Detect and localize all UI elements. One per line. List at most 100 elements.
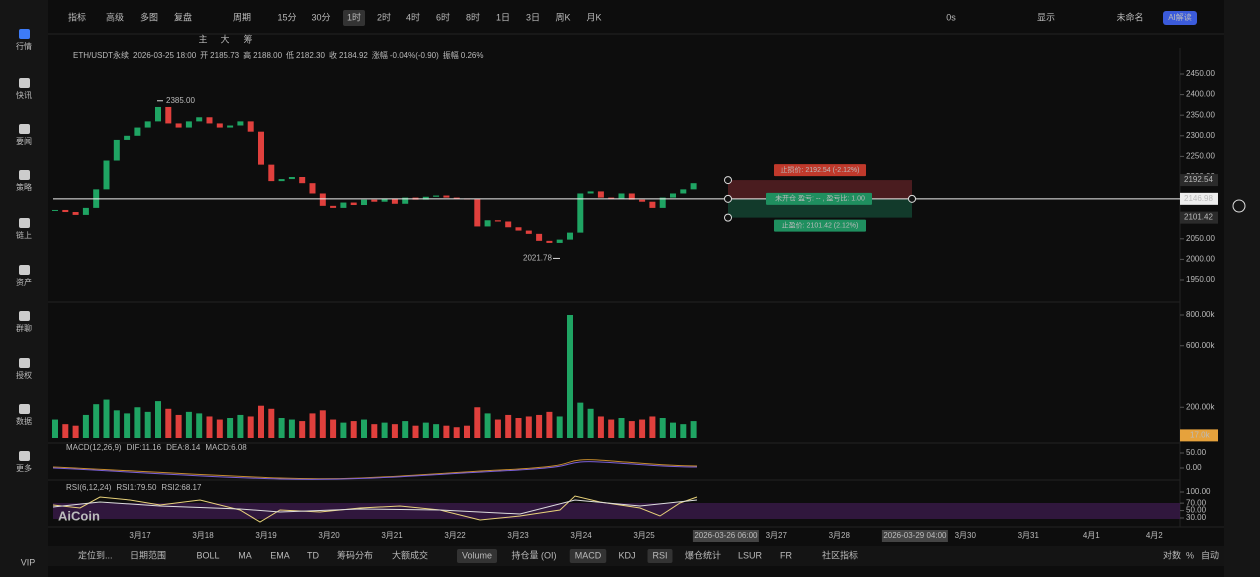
period-button[interactable]: 30分 xyxy=(311,12,330,22)
toolbar-button[interactable]: 显示 xyxy=(1037,12,1055,22)
drawing-tool[interactable]: 主 xyxy=(198,33,207,44)
indicator-button[interactable]: KDJ xyxy=(618,550,635,560)
sidebar-icon[interactable] xyxy=(19,404,30,414)
volume-bar xyxy=(62,424,69,438)
sidebar-icon[interactable] xyxy=(19,78,30,88)
indicator-button[interactable]: TD xyxy=(307,550,319,560)
drawing-toolbar-bg xyxy=(48,34,1224,48)
period-button[interactable]: 15分 xyxy=(277,12,296,22)
toolbar-button[interactable]: 周期 xyxy=(233,12,251,22)
info-text: 低 xyxy=(286,50,294,60)
sidebar-label[interactable]: 资产 xyxy=(16,277,32,287)
candle xyxy=(536,233,543,241)
ai-button-bg[interactable] xyxy=(1163,11,1197,25)
toolbar-button[interactable]: 多图 xyxy=(140,11,158,22)
sidebar-label[interactable]: 群聊 xyxy=(16,323,32,333)
candle xyxy=(433,195,440,197)
y-tick-label: 2000.00 xyxy=(1186,255,1215,264)
volume-bar xyxy=(525,416,532,438)
indicator-button[interactable]: 持仓量 (OI) xyxy=(512,549,557,560)
indicator-label: DIF:11.16 xyxy=(127,443,162,452)
candle xyxy=(247,121,254,132)
period-button[interactable]: 6时 xyxy=(436,11,450,22)
y-tick-label: 2450.00 xyxy=(1186,69,1215,78)
order-handle[interactable] xyxy=(724,194,732,203)
price-tag-bg xyxy=(1180,211,1218,224)
toolbar-button[interactable]: 对数 xyxy=(1163,549,1181,560)
toolbar-button[interactable]: 自动 xyxy=(1201,549,1219,560)
indicator-button[interactable]: EMA xyxy=(270,550,290,560)
period-button[interactable]: 1时 xyxy=(347,11,361,22)
order-handle[interactable] xyxy=(724,176,732,185)
indicator-button[interactable]: RSI xyxy=(652,550,667,560)
ai-button[interactable]: AI解读 xyxy=(1168,12,1192,22)
sidebar-label[interactable]: 要闻 xyxy=(16,137,32,146)
volume-bar xyxy=(330,419,337,438)
indicator-button[interactable]: FR xyxy=(780,550,792,560)
indicator-button[interactable]: Volume xyxy=(462,550,492,560)
sidebar-icon[interactable] xyxy=(19,124,30,134)
period-button[interactable]: 2时 xyxy=(377,11,391,22)
indicator-button[interactable]: 社区指标 xyxy=(822,549,858,560)
indicator-button[interactable]: 爆仓统计 xyxy=(685,549,721,560)
sidebar-label[interactable]: 快讯 xyxy=(16,90,32,100)
toolbar-button[interactable]: 指标 xyxy=(68,11,86,22)
period-button[interactable]: 周K xyxy=(555,12,570,22)
period-button[interactable]: 4时 xyxy=(406,11,420,22)
toolbar-button[interactable]: 日期范围 xyxy=(130,549,166,560)
sidebar-icon[interactable] xyxy=(19,311,30,321)
drawing-tool[interactable]: 大 xyxy=(220,33,229,44)
y-tick-label: 1950.00 xyxy=(1186,275,1215,284)
logo: AiCoin xyxy=(58,508,100,523)
toolbar-button[interactable]: 0s xyxy=(946,12,956,22)
candle xyxy=(577,193,584,233)
candle xyxy=(680,189,687,194)
candle xyxy=(165,106,172,124)
period-button[interactable]: 3日 xyxy=(526,12,540,22)
volume-bar xyxy=(299,421,306,438)
sidebar-label[interactable]: 策略 xyxy=(16,182,32,192)
sidebar-label[interactable]: 授权 xyxy=(16,370,32,380)
toolbar-button[interactable]: % xyxy=(1186,550,1194,560)
y-tick-label: 2250.00 xyxy=(1186,152,1215,161)
low-label: 2021.78 xyxy=(523,254,552,263)
y-tick-label: 100.00 xyxy=(1186,487,1211,496)
candle xyxy=(515,227,522,231)
volume-bar xyxy=(391,424,398,438)
sidebar-vip[interactable]: VIP xyxy=(21,557,36,567)
indicator-button[interactable]: 大额成交 xyxy=(392,549,428,560)
sidebar-label[interactable]: 链上 xyxy=(16,230,32,240)
sidebar-icon[interactable] xyxy=(19,170,30,180)
period-button[interactable]: 8时 xyxy=(466,11,480,22)
candle xyxy=(62,209,69,213)
sidebar-label[interactable]: 更多 xyxy=(16,463,32,473)
volume-bar xyxy=(567,315,573,438)
volume-bar xyxy=(577,402,584,438)
indicator-button[interactable]: BOLL xyxy=(196,550,219,560)
toolbar-button[interactable]: 未命名 xyxy=(1116,11,1143,22)
sidebar-icon[interactable] xyxy=(19,29,30,39)
drawing-tool[interactable]: 筹 xyxy=(243,33,252,44)
sidebar-label[interactable]: 数据 xyxy=(16,416,32,426)
period-button[interactable]: 1日 xyxy=(496,12,510,22)
indicator-button[interactable]: MA xyxy=(238,550,252,560)
sidebar-icon[interactable] xyxy=(19,451,30,461)
sidebar-label[interactable]: 行情 xyxy=(16,41,32,51)
icon[interactable] xyxy=(1232,199,1246,213)
info-text: 收 xyxy=(329,50,337,60)
sidebar-icon[interactable] xyxy=(19,218,30,228)
sidebar-icon[interactable] xyxy=(19,358,30,368)
indicator-button[interactable]: LSUR xyxy=(738,550,763,560)
toolbar-button[interactable]: 高级 xyxy=(106,11,124,22)
period-button[interactable]: 月K xyxy=(586,12,601,22)
toolbar-button[interactable]: 定位到... xyxy=(78,549,113,560)
order-handle[interactable] xyxy=(908,194,916,203)
order-handle[interactable] xyxy=(724,213,732,222)
sidebar-icon[interactable] xyxy=(19,265,30,275)
indicator-button[interactable]: 筹码分布 xyxy=(337,549,373,560)
toolbar-button[interactable]: 复盘 xyxy=(174,11,192,22)
candle xyxy=(268,164,275,182)
indicator-button[interactable]: MACD xyxy=(575,550,602,560)
